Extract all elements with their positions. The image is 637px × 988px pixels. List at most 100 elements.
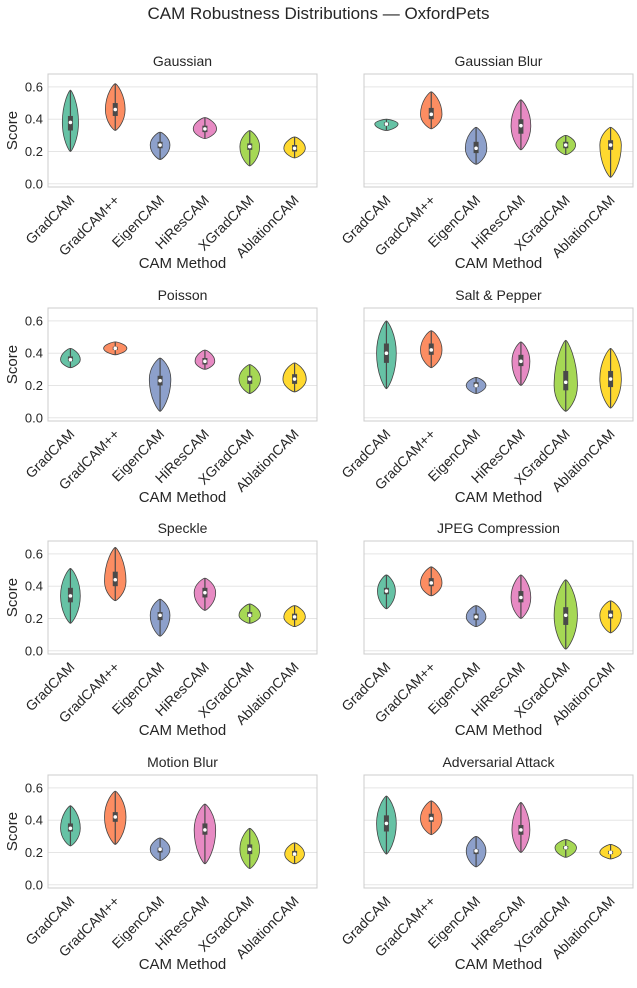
chart-4-median-dot-eigencam — [158, 613, 162, 618]
chart-6-median-dot-gradcam — [68, 826, 73, 831]
chart-0-median-dot-xgradcam — [247, 144, 252, 149]
chart-0-median-dot-gradcam-plus-plus — [113, 107, 118, 112]
chart-6-median-dot-eigencam — [158, 847, 162, 852]
chart-4-median-dot-hirescam — [203, 590, 207, 595]
chart-3-x-axis-label: CAM Method — [455, 489, 543, 506]
chart-7-median-dot-gradcam — [384, 821, 389, 826]
chart-panel-gaussian: Gaussian0.00.20.40.6ScoreGradCAMGradCAM+… — [4, 53, 318, 272]
chart-3-median-dot-hirescam — [519, 359, 523, 364]
plot-area — [364, 308, 633, 421]
chart-4-title: Speckle — [158, 520, 208, 536]
chart-1-x-axis-label: CAM Method — [455, 255, 543, 272]
plot-frame — [363, 540, 634, 655]
chart-2-median-dot-ablationcam — [292, 377, 297, 381]
chart-2-median-dot-hirescam — [203, 359, 207, 364]
chart-panel-poisson: Poisson0.00.20.40.6ScoreGradCAMGradCAM++… — [4, 287, 318, 506]
chart-5-x-axis-label: CAM Method — [455, 722, 543, 739]
chart-panel-motion-blur: Motion Blur0.00.20.40.6ScoreGradCAMGradC… — [4, 754, 318, 973]
plot-area — [48, 308, 317, 421]
chart-4-median-dot-gradcam — [68, 594, 73, 598]
chart-4-y-tick-label: 0.6 — [25, 546, 43, 561]
plot-frame — [47, 307, 318, 422]
chart-3-median-dot-gradcam — [384, 351, 389, 356]
plot-frame — [363, 307, 634, 422]
chart-6-median-dot-gradcam-plus-plus — [113, 815, 118, 819]
chart-5-median-dot-gradcam — [384, 589, 389, 593]
chart-1-median-dot-gradcam-plus-plus — [429, 112, 434, 117]
chart-6-y-tick-label: 0.6 — [25, 780, 43, 795]
chart-0-median-dot-gradcam — [68, 120, 73, 125]
chart-panel-jpeg-compression: JPEG CompressionGradCAMGradCAM++EigenCAM… — [338, 520, 634, 739]
chart-1-median-dot-ablationcam — [608, 143, 613, 147]
chart-5-title: JPEG Compression — [437, 520, 560, 536]
chart-0-median-dot-ablationcam — [292, 146, 297, 151]
chart-2-y-tick-label: 0.4 — [25, 346, 43, 361]
chart-0-y-tick-label: 0.0 — [25, 176, 43, 191]
plot-frame — [47, 774, 318, 889]
chart-6-y-tick-label: 0.0 — [25, 877, 43, 892]
chart-6-y-tick-label: 0.2 — [25, 845, 43, 860]
chart-5-median-dot-eigencam — [474, 615, 478, 619]
plot-area — [364, 775, 633, 888]
chart-panel-gaussian-blur: Gaussian BlurGradCAMGradCAM++EigenCAMHiR… — [338, 53, 634, 272]
chart-0-title: Gaussian — [153, 53, 212, 69]
plot-frame — [47, 540, 318, 655]
chart-2-x-axis-label: CAM Method — [139, 489, 227, 506]
chart-4-median-dot-ablationcam — [292, 615, 297, 619]
chart-0-y-tick-label: 0.2 — [25, 144, 43, 159]
chart-7-x-axis-label: CAM Method — [455, 956, 543, 973]
chart-1-median-dot-xgradcam — [563, 143, 568, 147]
chart-4-median-dot-xgradcam — [247, 613, 252, 618]
chart-6-y-axis-label: Score — [4, 812, 21, 851]
chart-2-title: Poisson — [158, 287, 208, 303]
chart-panel-speckle: Speckle0.00.20.40.6ScoreGradCAMGradCAM++… — [4, 520, 318, 739]
chart-0-y-tick-label: 0.6 — [25, 79, 43, 94]
chart-5-median-dot-xgradcam — [563, 613, 568, 618]
chart-3-median-dot-eigencam — [474, 383, 478, 388]
chart-0-median-dot-eigencam — [158, 143, 162, 147]
plot-frame — [363, 774, 634, 889]
chart-2-y-axis-label: Score — [4, 345, 21, 384]
chart-3-median-dot-ablationcam — [608, 377, 613, 381]
chart-2-y-tick-label: 0.2 — [25, 378, 43, 393]
chart-3-title: Salt & Pepper — [455, 287, 542, 303]
plot-area — [48, 74, 317, 187]
plot-area — [364, 74, 633, 187]
chart-7-median-dot-xgradcam — [563, 845, 568, 850]
chart-5-median-dot-ablationcam — [608, 613, 613, 618]
chart-1-title: Gaussian Blur — [455, 53, 543, 69]
chart-0-y-tick-label: 0.4 — [25, 112, 43, 127]
plot-frame — [363, 73, 634, 188]
chart-panel-salt-pepper: Salt & PepperGradCAMGradCAM++EigenCAMHiR… — [338, 287, 634, 506]
chart-1-median-dot-eigencam — [474, 146, 478, 151]
chart-6-x-axis-label: CAM Method — [139, 956, 227, 973]
chart-2-median-dot-eigencam — [158, 378, 162, 383]
plot-area — [48, 775, 317, 888]
chart-0-y-axis-label: Score — [4, 111, 21, 150]
chart-7-median-dot-eigencam — [474, 849, 478, 853]
chart-4-y-axis-label: Score — [4, 578, 21, 617]
chart-4-median-dot-gradcam-plus-plus — [113, 577, 118, 582]
chart-2-median-dot-gradcam — [68, 357, 73, 362]
chart-1-median-dot-gradcam — [384, 122, 389, 126]
chart-1-median-dot-hirescam — [519, 123, 523, 128]
plot-area — [48, 541, 317, 654]
chart-2-y-tick-label: 0.0 — [25, 410, 43, 425]
chart-7-median-dot-gradcam-plus-plus — [429, 816, 434, 821]
chart-2-y-tick-label: 0.6 — [25, 313, 43, 328]
chart-6-median-dot-xgradcam — [247, 847, 252, 852]
chart-6-y-tick-label: 0.4 — [25, 813, 43, 828]
chart-7-title: Adversarial Attack — [442, 754, 555, 770]
chart-4-y-tick-label: 0.2 — [25, 611, 43, 626]
figure-title: CAM Robustness Distributions — OxfordPet… — [147, 4, 489, 23]
chart-7-median-dot-ablationcam — [608, 850, 613, 855]
chart-0-x-axis-label: CAM Method — [139, 255, 227, 272]
chart-6-median-dot-ablationcam — [292, 852, 297, 856]
chart-3-median-dot-xgradcam — [563, 380, 568, 385]
chart-2-median-dot-xgradcam — [247, 377, 252, 381]
plot-frame — [47, 73, 318, 188]
chart-5-median-dot-gradcam-plus-plus — [429, 581, 434, 585]
chart-0-median-dot-hirescam — [203, 127, 207, 131]
chart-5-median-dot-hirescam — [519, 595, 523, 600]
